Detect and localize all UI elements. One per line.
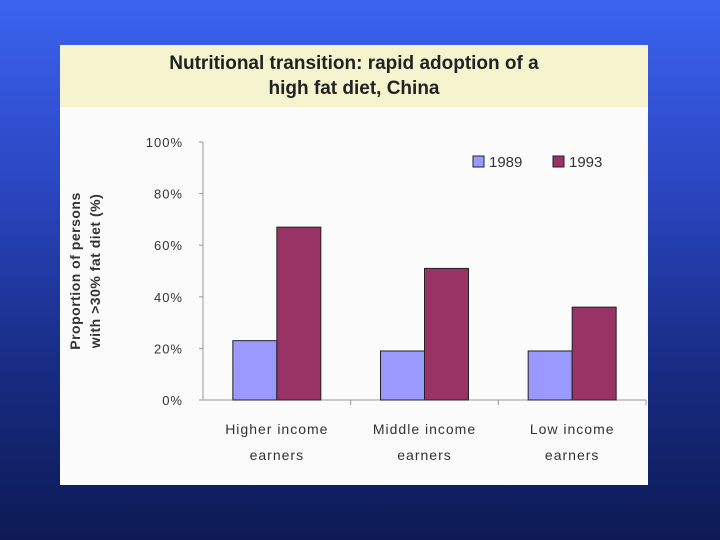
- chart-title-line-1: Nutritional transition: rapid adoption o…: [169, 53, 539, 74]
- chart-title-line-2: high fat diet, China: [268, 78, 440, 99]
- y-axis-label: Proportion of persons: [67, 192, 83, 350]
- x-tick-label: Middle income: [373, 421, 476, 437]
- y-tick-label: 60%: [154, 238, 183, 253]
- bar-1993: [571, 306, 617, 401]
- bar-1989: [232, 340, 278, 401]
- bar-1989: [527, 350, 573, 401]
- legend-label: 1989: [489, 154, 522, 171]
- y-tick-label: 0%: [162, 393, 183, 408]
- y-tick-label: 80%: [154, 187, 183, 202]
- x-tick-label: earners: [545, 447, 599, 463]
- bar-1993: [424, 267, 469, 401]
- chart-panel: Nutritional transition: rapid adoption o…: [60, 45, 648, 485]
- x-tick-label: earners: [250, 447, 304, 463]
- y-axis-label: with >30% fat diet (%): [87, 194, 103, 350]
- title-band: Nutritional transition: rapid adoption o…: [60, 45, 648, 107]
- legend-swatch-1993: [552, 155, 565, 168]
- legend-swatch-1989: [472, 155, 485, 168]
- x-tick-label: earners: [397, 447, 451, 463]
- bar-1993: [276, 226, 322, 401]
- bar-1989: [380, 350, 425, 401]
- x-tick-label: Low income: [530, 421, 615, 437]
- y-tick-label: 40%: [154, 290, 183, 305]
- y-tick-label: 20%: [154, 341, 183, 356]
- x-tick-label: Higher income: [225, 421, 328, 437]
- legend-label: 1993: [569, 154, 602, 171]
- y-tick-label: 100%: [146, 135, 183, 150]
